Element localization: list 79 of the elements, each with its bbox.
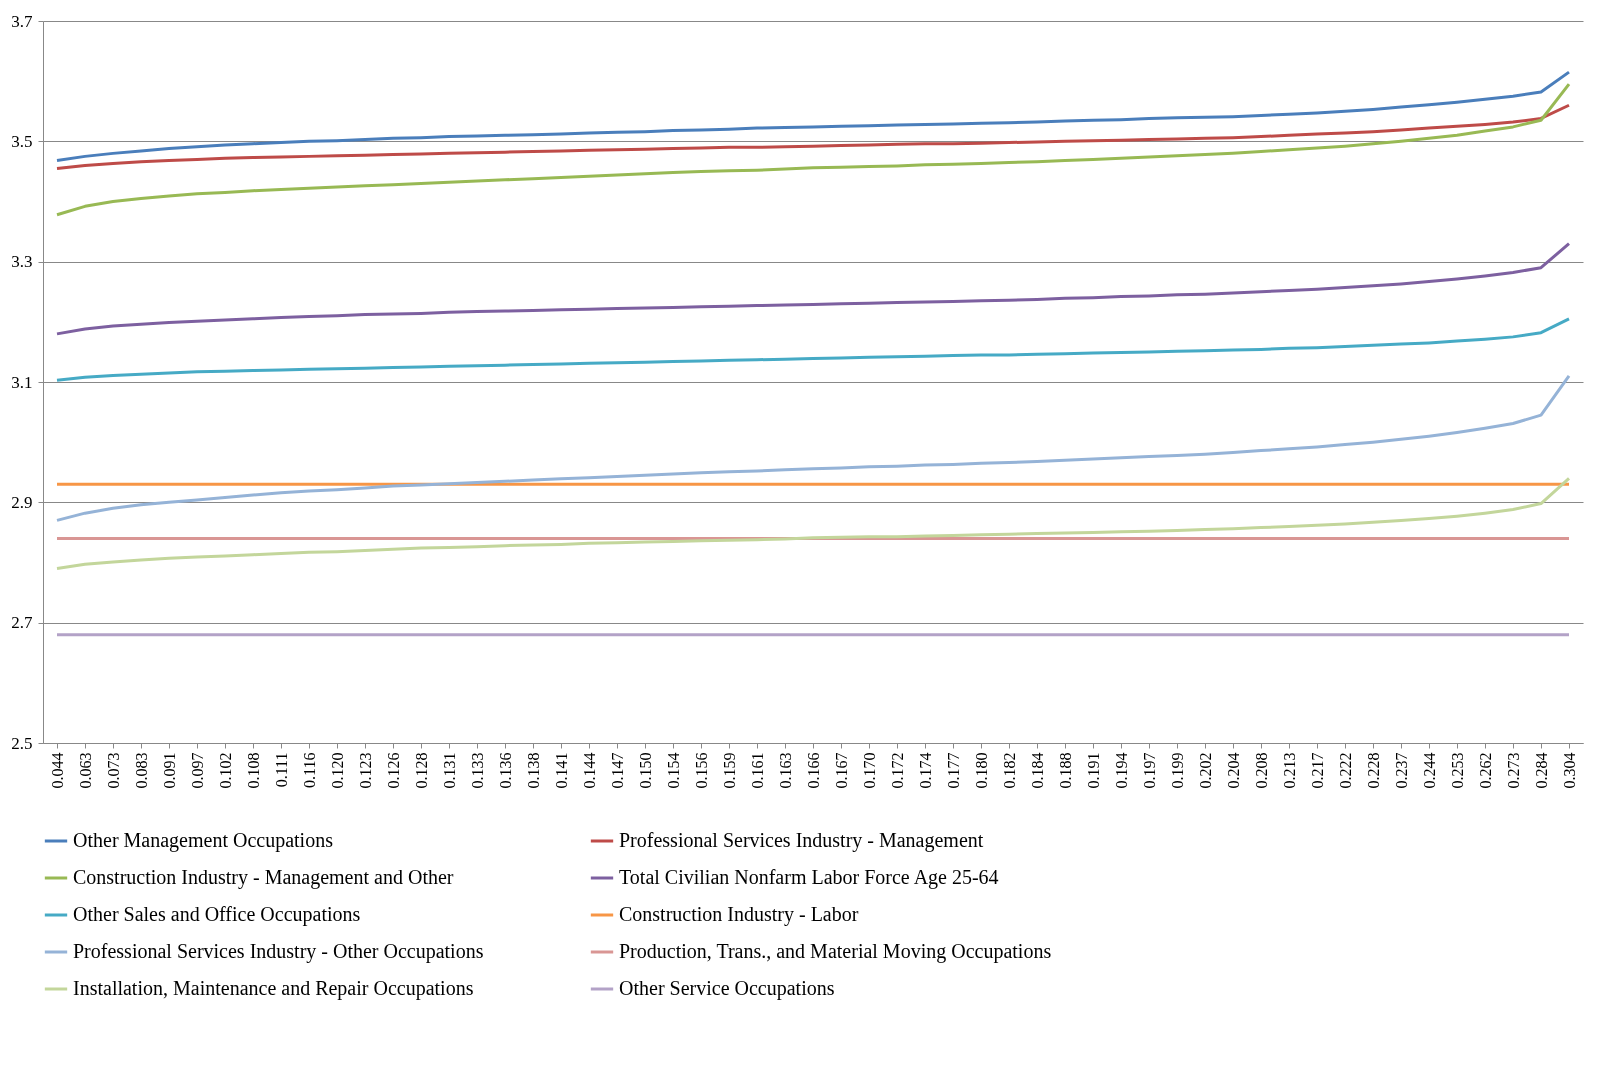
x-tick-label: 0.044 — [48, 752, 66, 789]
x-tick-label: 0.273 — [1504, 752, 1522, 789]
y-tick-label: 3.7 — [11, 11, 33, 31]
x-tick-label: 0.128 — [412, 752, 430, 789]
x-tick-label: 0.126 — [384, 752, 402, 789]
x-tick-label: 0.138 — [524, 752, 542, 789]
x-tick-label: 0.170 — [860, 752, 878, 789]
x-tick-label: 0.228 — [1364, 752, 1382, 789]
legend-label: Professional Services Industry - Management — [619, 829, 984, 852]
x-tick-label: 0.102 — [216, 752, 234, 789]
x-tick-label: 0.147 — [608, 752, 626, 789]
x-tick-label: 0.202 — [1196, 752, 1214, 789]
x-tick-label: 0.188 — [1056, 752, 1074, 789]
x-tick-label: 0.108 — [244, 752, 262, 789]
line-series — [55, 103, 1571, 170]
y-tick-label: 3.3 — [11, 252, 33, 272]
x-tick-label: 0.222 — [1336, 752, 1354, 789]
x-tick-label: 0.136 — [496, 752, 514, 789]
line-series — [55, 374, 1571, 522]
x-tick-label: 0.083 — [132, 752, 150, 789]
legend-label: Professional Services Industry - Other Occupations — [73, 940, 484, 963]
x-tick-label: 0.213 — [1280, 752, 1298, 789]
line-series — [55, 82, 1571, 217]
x-tick-label: 0.237 — [1392, 752, 1410, 789]
x-tick-label: 0.111 — [272, 752, 290, 788]
legend-label: Total Civilian Nonfarm Labor Force Age 25-64 — [619, 866, 999, 889]
legend-label: Other Management Occupations — [73, 829, 334, 852]
x-tick-label: 0.097 — [188, 752, 206, 789]
x-tick-label: 0.208 — [1252, 752, 1270, 789]
y-tick-label: 3.5 — [11, 131, 33, 151]
x-tick-label: 0.191 — [1084, 752, 1102, 789]
x-tick-label: 0.174 — [916, 752, 934, 789]
y-tick-label: 2.7 — [11, 613, 33, 633]
x-tick-label: 0.116 — [300, 752, 318, 788]
x-tick-label: 0.131 — [440, 752, 458, 789]
legend-label: Other Service Occupations — [619, 977, 835, 1000]
x-tick-label: 0.161 — [748, 752, 766, 789]
legend-label: Production, Trans., and Material Moving Occupations — [619, 940, 1052, 963]
x-tick-label: 0.197 — [1140, 752, 1158, 789]
y-tick-label: 3.1 — [11, 372, 33, 392]
x-tick-label: 0.253 — [1448, 752, 1466, 789]
x-tick-label: 0.204 — [1224, 752, 1242, 789]
x-tick-label: 0.304 — [1560, 752, 1578, 789]
line-series — [55, 70, 1571, 163]
x-tick-label: 0.284 — [1532, 752, 1550, 789]
x-tick-label: 0.180 — [972, 752, 990, 789]
line-series — [55, 242, 1571, 336]
x-tick-label: 0.199 — [1168, 752, 1186, 789]
x-tick-label: 0.154 — [664, 752, 682, 789]
x-tick-label: 0.177 — [944, 752, 962, 789]
x-tick-label: 0.150 — [636, 752, 654, 789]
x-tick-label: 0.194 — [1112, 752, 1130, 789]
x-tick-label: 0.156 — [692, 752, 710, 789]
x-tick-label: 0.144 — [580, 752, 598, 789]
x-tick-label: 0.120 — [328, 752, 346, 789]
x-tick-label: 0.217 — [1308, 752, 1326, 789]
x-tick-label: 0.182 — [1000, 752, 1018, 789]
x-tick-label: 0.141 — [552, 752, 570, 789]
y-tick-label: 2.5 — [11, 733, 33, 753]
x-tick-label: 0.123 — [356, 752, 374, 789]
x-tick-label: 0.172 — [888, 752, 906, 789]
x-tick-label: 0.184 — [1028, 752, 1046, 789]
x-tick-label: 0.133 — [468, 752, 486, 789]
line-series — [55, 476, 1571, 571]
x-tick-label: 0.262 — [1476, 752, 1494, 789]
legend-label: Other Sales and Office Occupations — [73, 903, 361, 926]
x-tick-label: 0.244 — [1420, 752, 1438, 789]
y-tick-label: 2.9 — [11, 492, 33, 512]
x-tick-label: 0.166 — [804, 752, 822, 789]
legend-label: Construction Industry - Labor — [619, 903, 859, 926]
x-tick-label: 0.159 — [720, 752, 738, 789]
x-tick-label: 0.167 — [832, 752, 850, 789]
x-tick-label: 0.063 — [76, 752, 94, 789]
legend-label: Construction Industry - Management and Other — [73, 866, 454, 889]
x-tick-label: 0.163 — [776, 752, 794, 789]
line-series — [55, 317, 1571, 382]
legend-label: Installation, Maintenance and Repair Occupations — [73, 977, 474, 1000]
x-tick-label: 0.091 — [160, 752, 178, 789]
x-tick-label: 0.073 — [104, 752, 122, 789]
